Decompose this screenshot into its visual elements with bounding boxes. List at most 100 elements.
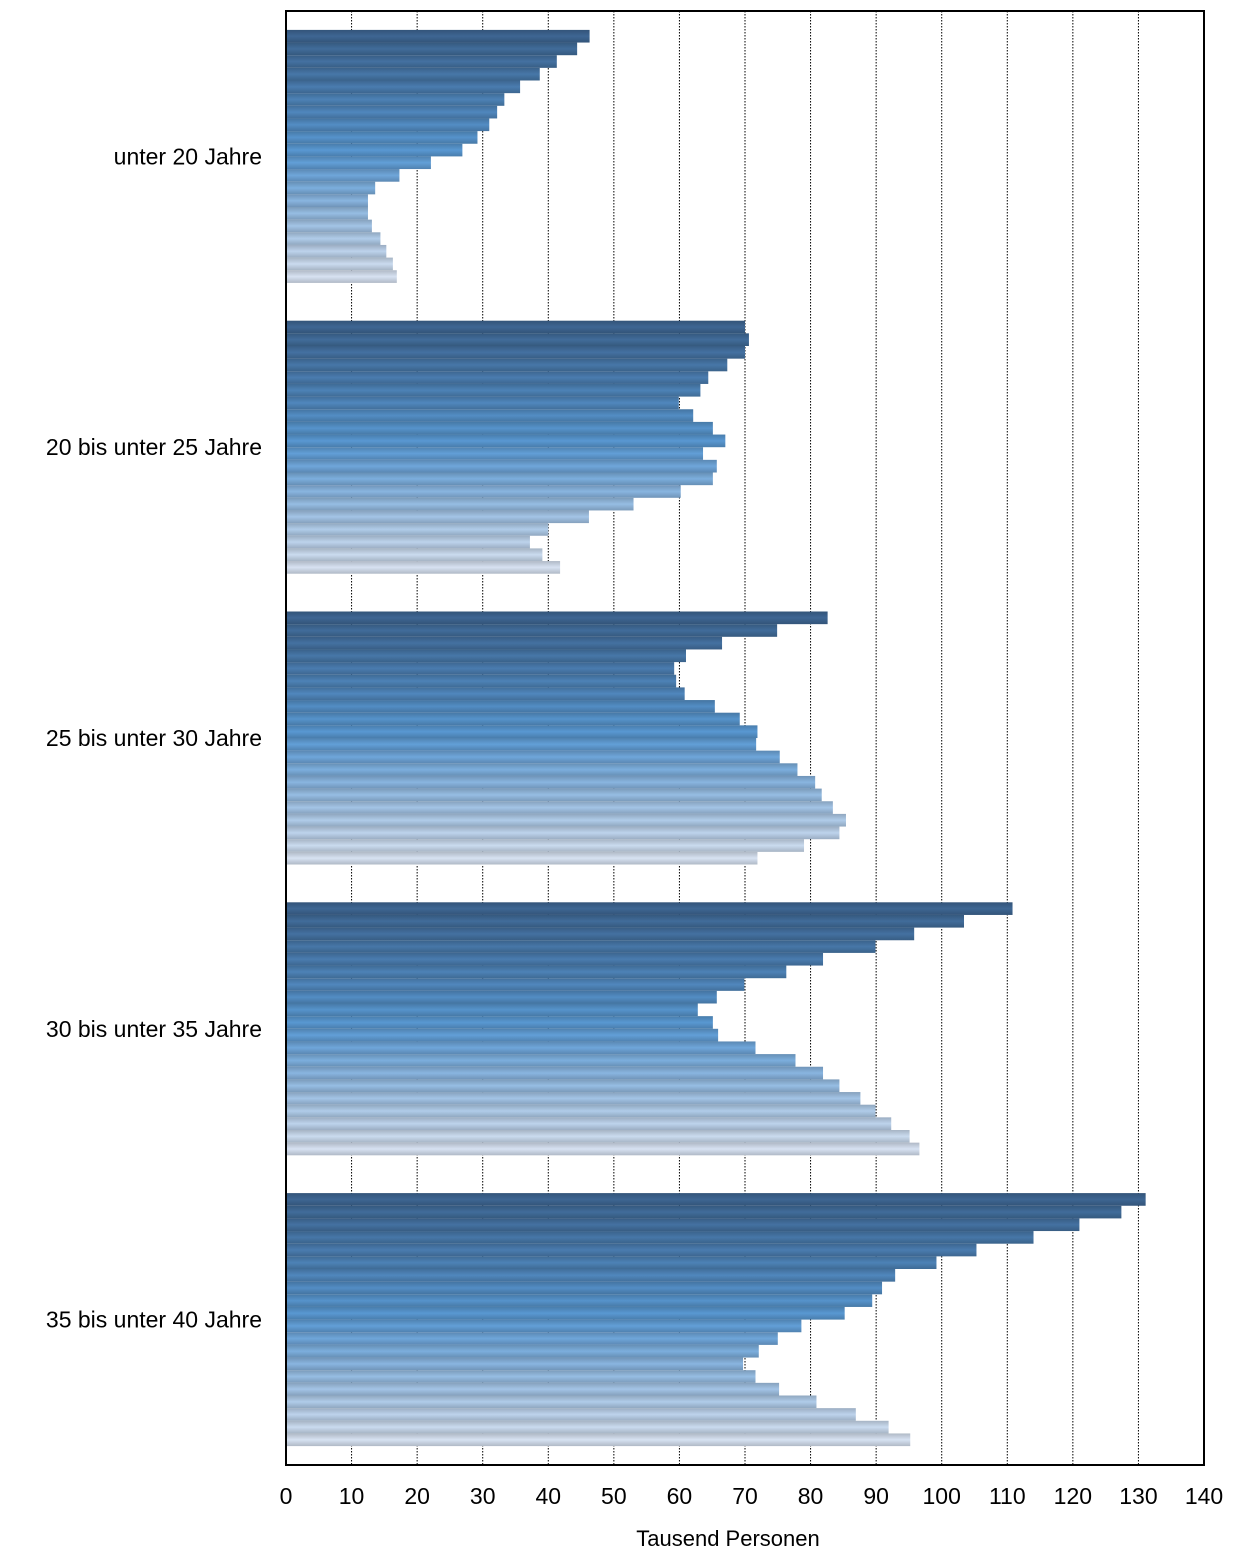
x-tick-label: 90 [863, 1483, 889, 1509]
bar [286, 611, 828, 625]
bar [286, 978, 745, 991]
category-label: 20 bis unter 25 Jahre [46, 434, 262, 460]
bar [286, 270, 397, 283]
bar [286, 1357, 744, 1371]
bar [286, 1370, 756, 1383]
bar [286, 1142, 920, 1156]
bar [286, 801, 833, 814]
bar [286, 548, 543, 562]
bar [286, 67, 540, 81]
bar [286, 561, 561, 574]
bar [286, 156, 431, 170]
x-tick-label: 50 [601, 1483, 627, 1509]
bar [286, 1130, 910, 1143]
x-tick-label: 20 [404, 1483, 430, 1509]
bar [286, 105, 498, 119]
bar [286, 750, 780, 764]
bar [286, 169, 400, 182]
bar [286, 421, 713, 435]
bar [286, 1104, 876, 1118]
bar [286, 333, 749, 346]
bar [286, 1382, 780, 1396]
bar [286, 674, 677, 688]
bar [286, 194, 368, 207]
bar [286, 725, 758, 738]
bar [286, 788, 822, 802]
x-tick-label: 10 [339, 1483, 365, 1509]
bar [286, 257, 393, 271]
bar [286, 700, 715, 713]
bar [286, 1344, 759, 1358]
x-tick-labels: 0 10 20 30 40 50 60 70 80 90 100 110 120 130 140 [280, 1483, 1224, 1509]
bar [286, 143, 463, 157]
bar [286, 118, 490, 132]
bar [286, 1395, 817, 1409]
bar [286, 1408, 856, 1421]
bar [286, 1041, 756, 1055]
bar [286, 763, 798, 776]
bar [286, 1294, 873, 1307]
bar [286, 396, 679, 410]
bar [286, 510, 589, 524]
bar [286, 1256, 937, 1269]
bar [286, 1054, 796, 1067]
bar [286, 207, 368, 220]
x-axis-title: Tausend Personen [636, 1526, 819, 1551]
bar [286, 990, 717, 1004]
category-labels: unter 20 Jahre 20 bis unter 25 Jahre 25 bi… [46, 143, 262, 1332]
bar [286, 409, 694, 422]
bar [286, 712, 740, 726]
bar [286, 1433, 911, 1447]
category-label: 25 bis unter 30 Jahre [46, 725, 262, 751]
bar [286, 383, 701, 397]
x-tick-label: 140 [1185, 1483, 1223, 1509]
plot-frame [285, 10, 1205, 1466]
bar [286, 1205, 1122, 1219]
bar [286, 738, 757, 751]
bar [286, 459, 717, 473]
x-tick-label: 0 [280, 1483, 293, 1509]
bar [286, 244, 387, 258]
bar [286, 1319, 802, 1333]
bar [286, 523, 549, 536]
bar [286, 839, 805, 852]
bar [286, 649, 686, 663]
bar [286, 826, 840, 840]
bar [286, 1420, 889, 1434]
bar [286, 1218, 1080, 1232]
x-tick-label: 130 [1119, 1483, 1157, 1509]
bar [286, 965, 787, 979]
bar [286, 1231, 1034, 1244]
bar [286, 940, 876, 953]
bar [286, 1281, 883, 1295]
bar [286, 29, 590, 43]
bar [286, 1243, 977, 1257]
x-tick-label: 70 [732, 1483, 758, 1509]
bar [286, 1269, 896, 1282]
bar [286, 371, 709, 384]
bar [286, 1193, 1146, 1206]
bar [286, 952, 824, 966]
bar [286, 219, 372, 233]
bars [286, 29, 1146, 1447]
bar [286, 636, 723, 650]
x-tick-label: 120 [1054, 1483, 1092, 1509]
bar [286, 181, 376, 195]
bar [286, 472, 713, 486]
x-tick-label: 100 [923, 1483, 961, 1509]
bar [286, 927, 915, 941]
bar [286, 535, 530, 549]
bar [286, 1079, 840, 1093]
bar [286, 662, 675, 675]
bar [286, 1028, 719, 1042]
x-tick-label: 60 [667, 1483, 693, 1509]
bar [286, 55, 557, 68]
x-tick-label: 80 [798, 1483, 824, 1509]
bar [286, 813, 846, 827]
bar [286, 42, 578, 56]
category-label: 35 bis unter 40 Jahre [46, 1307, 262, 1333]
x-tick-label: 30 [470, 1483, 496, 1509]
bar [286, 447, 704, 460]
bar [286, 320, 745, 334]
